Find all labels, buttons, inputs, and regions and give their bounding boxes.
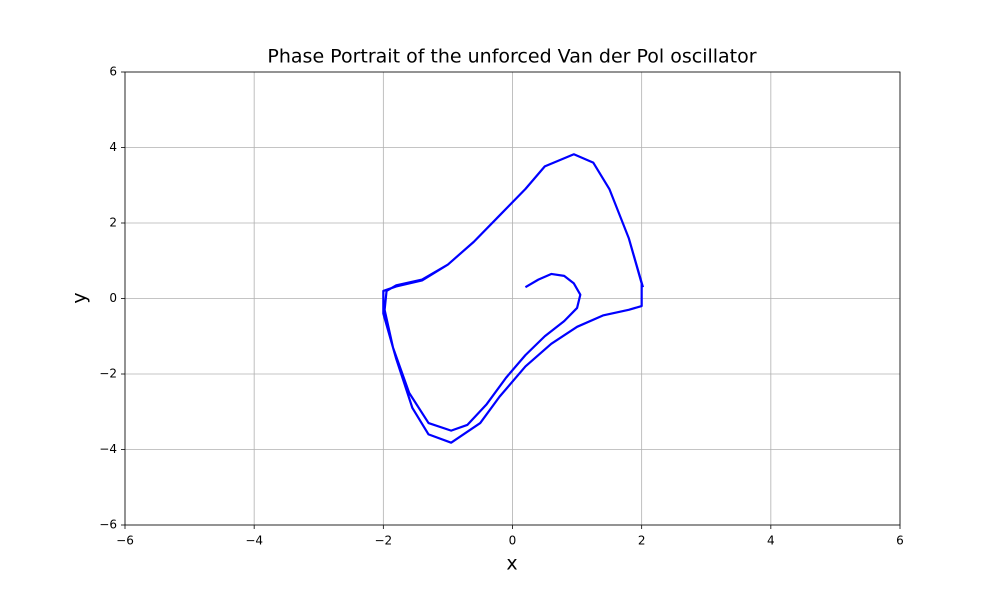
y-tick-label: 0 — [109, 291, 117, 305]
y-tick-label: −2 — [99, 367, 117, 381]
y-axis-label: y — [69, 292, 91, 303]
y-tick-label: 4 — [109, 140, 117, 154]
x-tick-label: 2 — [638, 534, 646, 548]
y-tick-label: 6 — [109, 65, 117, 79]
x-tick-label: −2 — [374, 534, 392, 548]
trajectory — [382, 153, 645, 444]
plot-frame — [124, 71, 901, 526]
x-tick-label: −6 — [116, 534, 134, 548]
y-tick-label: −6 — [99, 518, 117, 532]
chart-title: Phase Portrait of the unforced Van der P… — [267, 46, 756, 68]
x-tick-label: −4 — [245, 534, 263, 548]
y-tick-label: 2 — [109, 216, 117, 230]
x-tick-label: 4 — [767, 534, 775, 548]
x-tick-label: 0 — [509, 534, 517, 548]
x-tick-label: 6 — [896, 534, 904, 548]
y-tick-label: −4 — [99, 442, 117, 456]
x-axis-label: x — [506, 553, 517, 575]
